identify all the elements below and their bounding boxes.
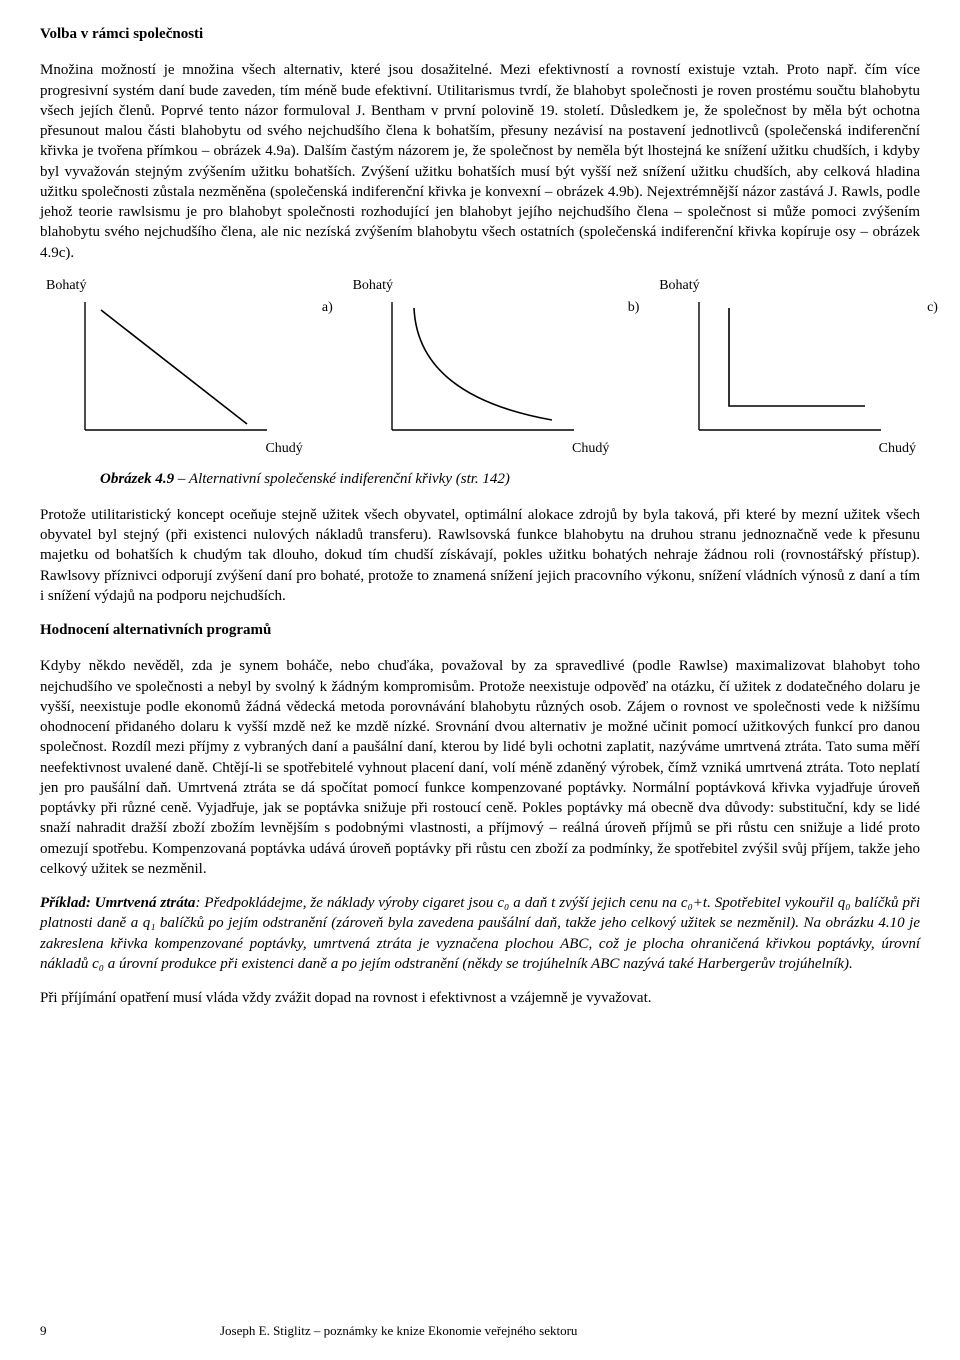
figure-caption-bold: Obrázek 4.9 (100, 471, 178, 487)
section1-para: Množina možností je množina všech altern… (40, 60, 920, 263)
chart-b-letter: b) (628, 299, 640, 318)
chart-c-letter: c) (927, 299, 938, 318)
chart-a: Bohatý a) Chudý (42, 277, 305, 459)
example-para: Příklad: Umrtvená ztráta: Předpokládejme… (40, 893, 920, 974)
footer-source: Joseph E. Stiglitz – poznámky ke knize E… (220, 1322, 920, 1340)
chart-b-svg (380, 298, 580, 438)
example-lead: Příklad: Umrtvená ztráta (40, 895, 195, 911)
page-footer: 9 Joseph E. Stiglitz – poznámky ke knize… (40, 1322, 920, 1340)
chart-c-svg (687, 298, 887, 438)
chart-b: Bohatý b) Chudý (349, 277, 612, 459)
page-number: 9 (40, 1322, 220, 1340)
section2-para: Kdyby někdo nevěděl, zda je synem boháče… (40, 656, 920, 879)
chart-a-bottom-label: Chudý (265, 440, 302, 459)
section-title-1: Volba v rámci společnosti (40, 24, 920, 44)
section-title-2: Hodnocení alternativních programů (40, 620, 920, 640)
chart-b-top-label: Bohatý (353, 277, 393, 296)
chart-a-letter: a) (322, 299, 333, 318)
closing-para: Při příjímání opatření musí vláda vždy z… (40, 988, 920, 1008)
figure-caption: Obrázek 4.9 – Alternativní společenské i… (100, 469, 920, 489)
chart-a-svg (73, 298, 273, 438)
figure-caption-text: – Alternativní společenské indiferenční … (178, 471, 510, 487)
chart-c: Bohatý c) Chudý (655, 277, 918, 459)
chart-c-top-label: Bohatý (659, 277, 699, 296)
chart-c-bottom-label: Chudý (879, 440, 916, 459)
chart-a-top-label: Bohatý (46, 277, 86, 296)
para-after-figure: Protože utilitaristický koncept oceňuje … (40, 505, 920, 606)
figure-4-9: Bohatý a) Chudý Bohatý b) Chudý Bohatý c… (40, 277, 920, 459)
chart-b-bottom-label: Chudý (572, 440, 609, 459)
